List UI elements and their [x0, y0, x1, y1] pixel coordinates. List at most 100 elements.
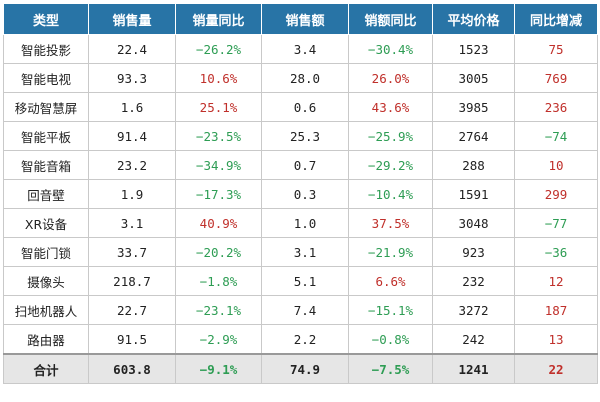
table-row: 智能平板 91.4 −23.5% 25.3 −25.9% 2764 −74 [3, 121, 598, 151]
header-yoy-change: 同比增减 [514, 3, 598, 35]
table-row: XR设备 3.1 40.9% 1.0 37.5% 3048 −77 [3, 208, 598, 238]
cell-yoy-change: 769 [514, 63, 598, 93]
cell-avg-price: 232 [432, 266, 515, 296]
cell-avg-price: 1241 [432, 353, 515, 384]
cell-amount-yoy: −10.4% [348, 179, 433, 209]
cell-volume-yoy: 10.6% [175, 63, 262, 93]
cell-volume-yoy: −9.1% [175, 353, 262, 384]
cell-sales-amount: 25.3 [261, 121, 349, 151]
cell-volume-yoy: −26.2% [175, 34, 262, 64]
cell-sales-amount: 3.4 [261, 34, 349, 64]
cell-type: XR设备 [3, 208, 89, 238]
cell-sales-volume: 91.5 [88, 324, 176, 355]
table-body: 智能投影 22.4 −26.2% 3.4 −30.4% 1523 75 智能电视 93.3 10.… [3, 34, 598, 384]
cell-type: 路由器 [3, 324, 89, 355]
cell-type: 摄像头 [3, 266, 89, 296]
cell-sales-amount: 0.6 [261, 92, 349, 122]
header-sales-volume: 销售量 [88, 3, 176, 35]
cell-sales-volume: 3.1 [88, 208, 176, 238]
header-sales-amount: 销售额 [261, 3, 349, 35]
cell-sales-volume: 33.7 [88, 237, 176, 267]
cell-amount-yoy: −30.4% [348, 34, 433, 64]
cell-sales-volume: 603.8 [88, 353, 176, 384]
table-header: 类型 销售量 销量同比 销售额 销额同比 平均价格 同比增减 [3, 3, 598, 35]
table-row: 路由器 91.5 −2.9% 2.2 −0.8% 242 13 [3, 324, 598, 355]
cell-volume-yoy: −23.5% [175, 121, 262, 151]
cell-yoy-change: 13 [514, 324, 598, 355]
cell-type: 智能电视 [3, 63, 89, 93]
table-row: 智能门锁 33.7 −20.2% 3.1 −21.9% 923 −36 [3, 237, 598, 267]
table-row: 扫地机器人 22.7 −23.1% 7.4 −15.1% 3272 187 [3, 295, 598, 325]
cell-volume-yoy: −17.3% [175, 179, 262, 209]
cell-yoy-change: 75 [514, 34, 598, 64]
cell-avg-price: 3985 [432, 92, 515, 122]
cell-amount-yoy: −25.9% [348, 121, 433, 151]
table-row: 智能音箱 23.2 −34.9% 0.7 −29.2% 288 10 [3, 150, 598, 180]
cell-sales-amount: 7.4 [261, 295, 349, 325]
sales-table: 类型 销售量 销量同比 销售额 销额同比 平均价格 同比增减 智能投影 22.4 −26.2% 3… [3, 3, 598, 384]
cell-sales-amount: 3.1 [261, 237, 349, 267]
cell-volume-yoy: 25.1% [175, 92, 262, 122]
cell-volume-yoy: 40.9% [175, 208, 262, 238]
cell-sales-amount: 74.9 [261, 353, 349, 384]
cell-volume-yoy: −34.9% [175, 150, 262, 180]
cell-type: 合计 [3, 353, 89, 384]
cell-sales-volume: 218.7 [88, 266, 176, 296]
cell-avg-price: 923 [432, 237, 515, 267]
table-row: 移动智慧屏 1.6 25.1% 0.6 43.6% 3985 236 [3, 92, 598, 122]
cell-type: 智能平板 [3, 121, 89, 151]
header-avg-price: 平均价格 [432, 3, 515, 35]
cell-volume-yoy: −2.9% [175, 324, 262, 355]
cell-amount-yoy: 26.0% [348, 63, 433, 93]
cell-yoy-change: 22 [514, 353, 598, 384]
cell-sales-volume: 93.3 [88, 63, 176, 93]
cell-amount-yoy: 37.5% [348, 208, 433, 238]
cell-type: 扫地机器人 [3, 295, 89, 325]
header-amount-yoy: 销额同比 [348, 3, 433, 35]
cell-yoy-change: −36 [514, 237, 598, 267]
cell-sales-amount: 0.7 [261, 150, 349, 180]
cell-volume-yoy: −23.1% [175, 295, 262, 325]
cell-yoy-change: 10 [514, 150, 598, 180]
cell-sales-volume: 23.2 [88, 150, 176, 180]
cell-yoy-change: −77 [514, 208, 598, 238]
cell-type: 移动智慧屏 [3, 92, 89, 122]
table-row: 回音壁 1.9 −17.3% 0.3 −10.4% 1591 299 [3, 179, 598, 209]
cell-amount-yoy: −29.2% [348, 150, 433, 180]
header-volume-yoy: 销量同比 [175, 3, 262, 35]
cell-avg-price: 288 [432, 150, 515, 180]
table-row: 摄像头 218.7 −1.8% 5.1 6.6% 232 12 [3, 266, 598, 296]
cell-yoy-change: 187 [514, 295, 598, 325]
cell-sales-amount: 0.3 [261, 179, 349, 209]
header-row: 类型 销售量 销量同比 销售额 销额同比 平均价格 同比增减 [3, 3, 598, 35]
cell-volume-yoy: −1.8% [175, 266, 262, 296]
cell-sales-volume: 1.9 [88, 179, 176, 209]
cell-avg-price: 2764 [432, 121, 515, 151]
total-row: 合计 603.8 −9.1% 74.9 −7.5% 1241 22 [3, 353, 598, 384]
cell-amount-yoy: −15.1% [348, 295, 433, 325]
cell-amount-yoy: −0.8% [348, 324, 433, 355]
cell-sales-volume: 22.4 [88, 34, 176, 64]
cell-sales-amount: 1.0 [261, 208, 349, 238]
cell-sales-volume: 1.6 [88, 92, 176, 122]
cell-sales-amount: 28.0 [261, 63, 349, 93]
header-type: 类型 [3, 3, 89, 35]
cell-sales-amount: 2.2 [261, 324, 349, 355]
cell-yoy-change: 299 [514, 179, 598, 209]
cell-type: 智能音箱 [3, 150, 89, 180]
cell-avg-price: 1591 [432, 179, 515, 209]
cell-sales-volume: 22.7 [88, 295, 176, 325]
cell-yoy-change: 12 [514, 266, 598, 296]
cell-type: 智能门锁 [3, 237, 89, 267]
cell-amount-yoy: 43.6% [348, 92, 433, 122]
cell-amount-yoy: 6.6% [348, 266, 433, 296]
cell-volume-yoy: −20.2% [175, 237, 262, 267]
cell-yoy-change: 236 [514, 92, 598, 122]
cell-avg-price: 242 [432, 324, 515, 355]
cell-yoy-change: −74 [514, 121, 598, 151]
cell-avg-price: 3005 [432, 63, 515, 93]
cell-type: 智能投影 [3, 34, 89, 64]
cell-sales-volume: 91.4 [88, 121, 176, 151]
cell-sales-amount: 5.1 [261, 266, 349, 296]
